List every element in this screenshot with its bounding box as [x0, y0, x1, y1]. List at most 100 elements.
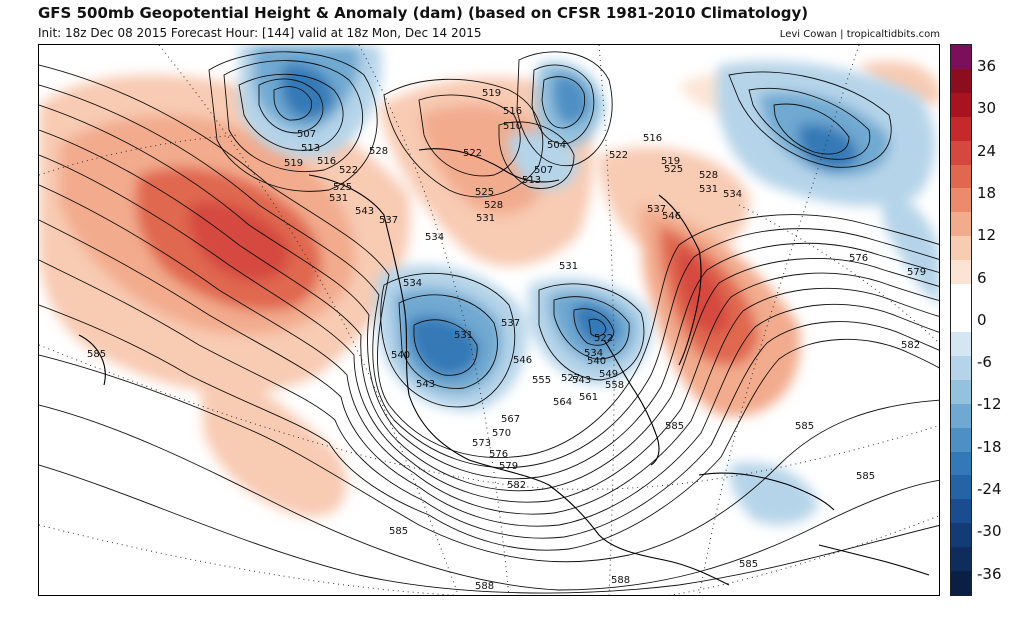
contour-height-label: 588: [475, 581, 494, 592]
colorbar-cell: [951, 68, 971, 94]
colorbar-cell: [951, 403, 971, 429]
contour-height-label: 528: [369, 146, 388, 157]
contour-height-label: 585: [87, 349, 106, 360]
contour-labels: 5075135165195225255315435375285195165105…: [87, 88, 926, 592]
contour-height-label: 558: [605, 380, 624, 391]
colorbar-tick-label: 18: [977, 183, 997, 202]
colorbar-cell: [951, 523, 971, 548]
contour-height-label: 522: [339, 165, 358, 176]
contour-height-label: 588: [611, 575, 630, 586]
contour-height-label: 534: [425, 232, 444, 243]
colorbar-tick-label: 0: [977, 310, 987, 329]
contour-height-label: 570: [492, 428, 511, 439]
contour-height-label: 585: [739, 559, 758, 570]
contour-height-label: 543: [355, 206, 374, 217]
colorbar-cell: [951, 331, 971, 357]
map-title: GFS 500mb Geopotential Height & Anomaly …: [38, 4, 809, 22]
contour-height-label: 573: [472, 438, 491, 449]
colorbar-cell: [951, 547, 971, 572]
contour-height-label: 537: [647, 204, 666, 215]
colorbar-tick-label: 30: [977, 99, 997, 118]
contour-height-label: 510: [503, 121, 522, 132]
colorbar-cell: [951, 284, 971, 309]
contour-height-label: 579: [499, 461, 518, 472]
contour-height-label: 519: [284, 158, 303, 169]
colorbar-cell: [951, 451, 971, 476]
coastlines: [78, 148, 930, 586]
contour-height-label: 528: [699, 170, 718, 181]
colorbar-tick-label: -36: [977, 564, 1002, 583]
contour-height-label: 549: [599, 369, 618, 380]
contour-height-label: 585: [389, 526, 408, 537]
colorbar-tick-label: 24: [977, 141, 997, 160]
colorbar-cell: [951, 427, 971, 452]
colorbar-cell: [951, 571, 971, 596]
contour-height-label: 585: [795, 421, 814, 432]
positive-anomaly-shading: [39, 61, 939, 517]
contour-height-label: 561: [579, 392, 598, 403]
contour-height-label: 546: [513, 355, 532, 366]
contour-height-label: 540: [391, 350, 410, 361]
contour-height-label: 579: [907, 267, 926, 278]
contour-height-label: 519: [482, 88, 501, 99]
colorbar-cell: [951, 164, 971, 189]
colorbar-cell: [951, 212, 971, 237]
contour-height-label: 534: [403, 278, 422, 289]
colorbar-cell: [951, 379, 971, 405]
contour-height-label: 516: [643, 133, 662, 144]
colorbar-cell: [951, 92, 971, 118]
map-panel: 507 513 516 519 522 525 531 543 537 528 519 516 510 5…: [38, 44, 940, 596]
contour-height-label: 513: [301, 143, 320, 154]
map-subtitle: Init: 18z Dec 08 2015 Forecast Hour: [14…: [38, 26, 482, 40]
colorbar-cell: [951, 475, 971, 500]
contour-height-label: 564: [553, 397, 572, 408]
map-credit: Levi Cowan | tropicaltidbits.com: [779, 29, 940, 40]
colorbar-cell: [951, 116, 971, 142]
colorbar-tick-label: -6: [977, 353, 992, 372]
colorbar-cell: [951, 188, 971, 213]
contour-height-label: 531: [699, 184, 718, 195]
contour-height-label: 531: [454, 330, 473, 341]
contour-height-label: 576: [489, 449, 508, 460]
colorbar-cell: [951, 236, 971, 261]
contour-height-label: 519: [661, 156, 680, 167]
anomaly-colorbar: [950, 44, 972, 596]
contour-height-label: 585: [856, 471, 875, 482]
colorbar-tick-label: 6: [977, 268, 987, 287]
contour-height-label: 582: [901, 340, 920, 351]
colorbar-tick-label: 12: [977, 226, 997, 245]
contour-height-label: 534: [584, 348, 603, 359]
contour-height-label: 537: [379, 215, 398, 226]
colorbar-cell: [951, 355, 971, 381]
colorbar-tick-label: -18: [977, 437, 1002, 456]
colorbar-cell: [951, 140, 971, 166]
height-anomaly-map: 5075135165195225255315435375285195165105…: [39, 45, 939, 595]
colorbar-cell: [951, 499, 971, 524]
colorbar-cell: [951, 45, 971, 70]
height-contours: [39, 51, 939, 594]
contour-height-label: 543: [416, 379, 435, 390]
contour-height-label: 507: [297, 129, 316, 140]
contour-height-label: 516: [503, 106, 522, 117]
contour-height-label: 528: [484, 200, 503, 211]
contour-height-label: 543: [572, 375, 591, 386]
colorbar-tick-label: 36: [977, 57, 997, 75]
contour-height-label: 513: [522, 175, 541, 186]
contour-height-label: 525: [664, 164, 683, 175]
contour-height-label: 522: [594, 333, 613, 344]
contour-height-label: 537: [501, 318, 520, 329]
contour-height-label: 546: [662, 211, 681, 222]
contour-height-label: 531: [476, 213, 495, 224]
colorbar-tick-label: -24: [977, 480, 1002, 498]
colorbar-cell: [951, 260, 971, 285]
contour-height-label: 527: [561, 373, 580, 384]
contour-height-label: 516: [317, 156, 336, 167]
contour-height-label: 531: [329, 193, 348, 204]
contour-height-label: 585: [665, 421, 684, 432]
contour-height-label: 582: [507, 480, 526, 491]
contour-height-label: 525: [333, 182, 352, 193]
contour-height-label: 525: [475, 187, 494, 198]
contour-height-label: 576: [849, 253, 868, 264]
graticule: [39, 45, 939, 595]
contour-height-label: 522: [609, 150, 628, 161]
